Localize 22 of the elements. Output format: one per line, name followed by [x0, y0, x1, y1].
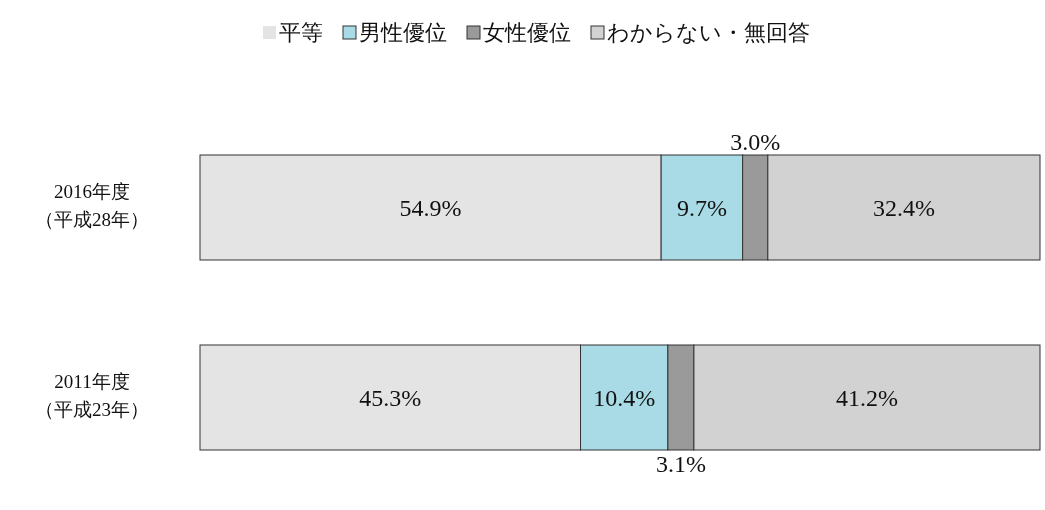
bar [767, 154, 1041, 261]
y-tick-label: 2011年度（平成23年） [35, 370, 149, 420]
legend-label: 平等 [279, 20, 323, 45]
data-label: 54.9% [399, 194, 462, 221]
bar [199, 344, 582, 451]
bar [580, 344, 669, 451]
legend-label: 女性優位 [483, 20, 571, 45]
bar [199, 154, 662, 261]
bar [693, 344, 1041, 451]
data-label: 9.7% [676, 194, 727, 221]
bar [660, 154, 744, 261]
data-label: 32.4% [872, 194, 935, 221]
data-label: 10.4% [593, 384, 656, 411]
data-label: 41.2% [835, 384, 898, 411]
data-label: 3.1% [655, 451, 706, 477]
data-label: 3.0% [730, 129, 781, 155]
legend-label: わからない・無回答 [607, 20, 810, 45]
data-label: 45.3% [359, 384, 422, 411]
legend-label: 男性優位 [359, 20, 447, 45]
y-tick-label: 2016年度（平成28年） [35, 180, 149, 230]
bar [667, 344, 695, 451]
bar [742, 154, 769, 261]
